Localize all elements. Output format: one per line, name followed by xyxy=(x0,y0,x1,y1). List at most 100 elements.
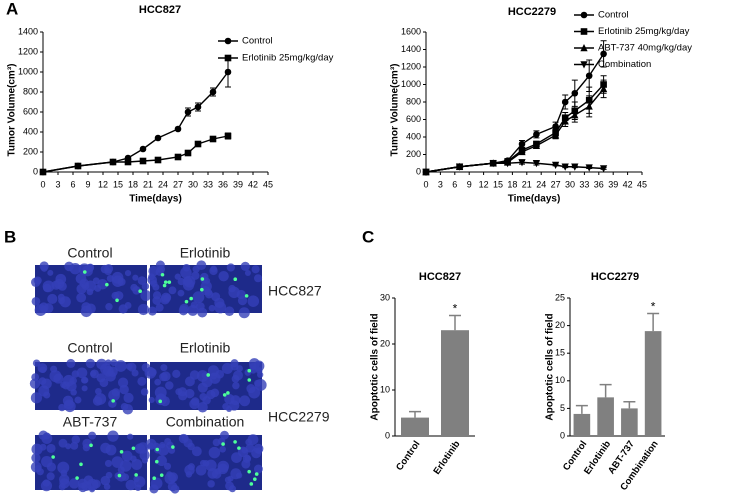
nucleus xyxy=(140,289,152,301)
nucleus xyxy=(92,479,101,489)
nucleus xyxy=(100,442,111,454)
nucleus xyxy=(134,443,146,454)
nucleus xyxy=(38,385,50,397)
nucleus xyxy=(196,302,205,311)
nucleus xyxy=(150,477,163,490)
y-tick-label: 20 xyxy=(380,338,390,348)
nucleus xyxy=(58,438,68,448)
apoptotic-cell xyxy=(75,476,79,480)
nucleus xyxy=(228,485,237,493)
apoptotic-cell xyxy=(138,289,142,293)
nucleus xyxy=(147,306,157,316)
y-tick-label: 1400 xyxy=(18,26,38,36)
nucleus xyxy=(224,393,235,405)
marker xyxy=(571,89,579,97)
nucleus xyxy=(137,376,147,386)
marker xyxy=(39,168,47,176)
image-label: Erlotinib xyxy=(180,340,231,356)
x-tick-label: 18 xyxy=(507,179,517,189)
nucleus xyxy=(133,475,140,483)
apoptotic-cell xyxy=(160,272,165,277)
x-tick-label: 0 xyxy=(423,179,428,189)
nucleus xyxy=(244,270,251,277)
marker xyxy=(571,163,579,171)
marker xyxy=(154,134,162,142)
apoptotic-cell xyxy=(131,446,136,451)
nucleus xyxy=(219,445,226,453)
marker xyxy=(571,111,579,119)
apoptotic-cell xyxy=(253,477,257,481)
x-tick-label: 9 xyxy=(85,179,90,189)
bar xyxy=(644,331,662,436)
nucleus xyxy=(30,392,43,404)
nucleus xyxy=(226,263,235,272)
y-tick-label: 600 xyxy=(23,106,38,116)
nucleus xyxy=(71,370,80,378)
legend-marker xyxy=(580,28,588,35)
bar xyxy=(621,408,638,436)
x-tick-label: 3 xyxy=(438,179,443,189)
y-tick-label: 0 xyxy=(560,430,565,440)
x-tick-label: 39 xyxy=(233,179,243,189)
nucleus xyxy=(185,388,195,399)
apoptotic-cell xyxy=(115,298,119,303)
nucleus xyxy=(80,376,88,384)
legend-label: Control xyxy=(598,10,629,21)
marker xyxy=(184,149,192,157)
nucleus xyxy=(76,367,88,379)
nucleus xyxy=(66,358,76,368)
error-bar xyxy=(647,312,660,332)
marker xyxy=(139,145,147,153)
series-line xyxy=(42,71,229,173)
x-tick-label: 18 xyxy=(128,179,138,189)
nucleus xyxy=(76,283,87,294)
nucleus xyxy=(65,443,72,450)
nucleus xyxy=(240,261,250,272)
nucleus xyxy=(80,305,93,318)
nucleus xyxy=(172,369,181,378)
marker xyxy=(561,98,569,106)
nucleus xyxy=(76,292,87,303)
apoptotic-cell xyxy=(233,440,237,444)
panel-label: A xyxy=(6,0,18,18)
marker xyxy=(518,159,526,167)
nucleus xyxy=(160,292,172,303)
nucleus xyxy=(96,373,106,383)
panel-label: B xyxy=(4,227,16,246)
y-tick-label: 20 xyxy=(555,320,565,330)
marker xyxy=(489,159,497,168)
nucleus xyxy=(37,363,48,373)
y-tick-label: 1200 xyxy=(401,61,421,71)
x-tick-label: 39 xyxy=(608,179,618,189)
legend-label: ABT-737 40mg/kg/day xyxy=(598,43,692,54)
nucleus xyxy=(163,462,172,470)
nucleus xyxy=(58,403,66,412)
nucleus xyxy=(156,455,167,467)
marker xyxy=(561,117,569,125)
nucleus xyxy=(74,396,82,404)
nucleus xyxy=(214,467,222,475)
nucleus xyxy=(64,261,74,272)
nucleus xyxy=(31,296,41,306)
marker xyxy=(561,163,569,171)
x-tick-label: 6 xyxy=(70,179,75,189)
image-label: Combination xyxy=(166,414,245,430)
y-tick-label: 15 xyxy=(555,348,565,358)
nucleus xyxy=(105,471,113,479)
apoptotic-cell xyxy=(247,378,252,382)
nucleus xyxy=(183,275,196,288)
marker xyxy=(455,163,464,171)
nucleus xyxy=(119,384,129,395)
apoptotic-cell xyxy=(184,299,189,304)
y-tick-label: 200 xyxy=(406,149,421,159)
legend-marker xyxy=(580,44,588,52)
nucleus xyxy=(242,454,252,463)
bar xyxy=(573,413,591,436)
x-tick-label: 45 xyxy=(263,179,273,189)
nucleus xyxy=(232,381,240,390)
nucleus xyxy=(207,480,215,488)
x-tick-label: 30 xyxy=(188,179,198,189)
nucleus xyxy=(221,362,233,374)
nucleus xyxy=(170,484,180,494)
nucleus xyxy=(94,387,102,395)
